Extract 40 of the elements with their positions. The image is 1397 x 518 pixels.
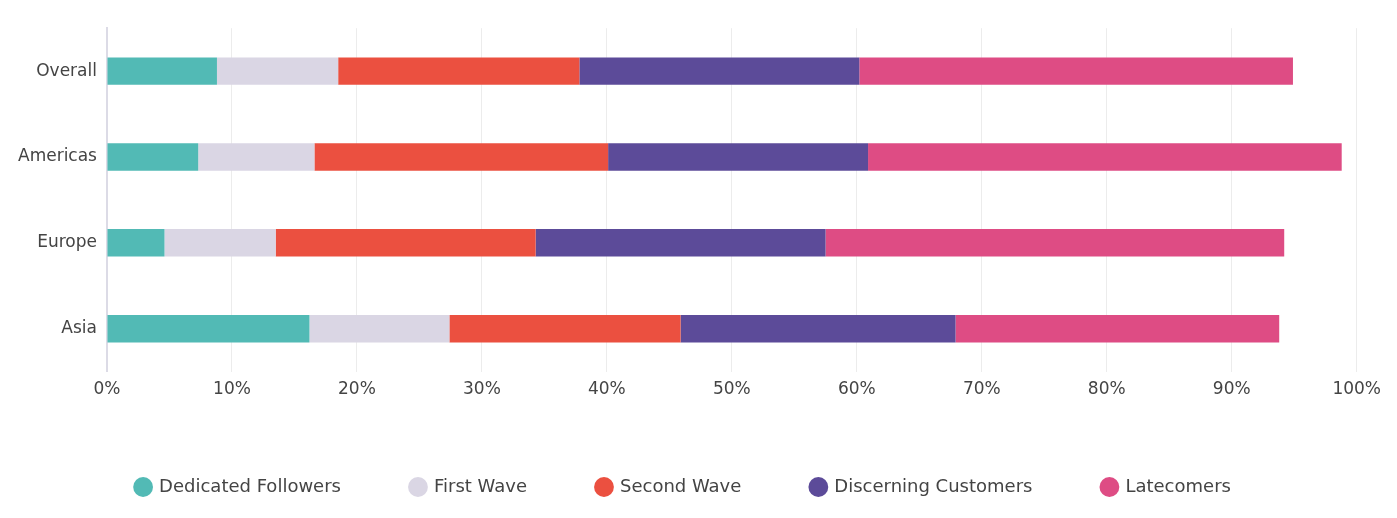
- bar: [338, 57, 580, 85]
- bar: [107, 314, 310, 343]
- x-tick-label: 30%: [463, 378, 501, 399]
- bar: [107, 57, 217, 85]
- bar: [275, 229, 536, 257]
- y-tick-label: Europe: [37, 231, 97, 252]
- x-tick-label: 10%: [213, 378, 251, 399]
- legend-label: Discerning Customers: [834, 474, 1033, 496]
- legend-label: Second Wave: [619, 474, 742, 496]
- y-tick-label: Overall: [36, 59, 97, 80]
- x-tick-label: 80%: [1087, 378, 1126, 399]
- x-tick-label: 20%: [338, 378, 376, 399]
- bar: [859, 57, 1293, 85]
- x-tick-label: 70%: [962, 378, 1001, 399]
- bar: [535, 229, 826, 257]
- x-tick-label: 60%: [837, 378, 876, 399]
- legend-label: Latecomers: [1125, 474, 1231, 496]
- x-tick-label: 100%: [1332, 378, 1381, 399]
- x-tick-label: 0%: [93, 378, 121, 399]
- y-tick-label: Americas: [18, 145, 98, 166]
- bar: [164, 229, 276, 257]
- bar: [107, 143, 199, 171]
- bar: [579, 57, 860, 85]
- bar: [449, 314, 681, 343]
- bar: [955, 314, 1280, 343]
- x-tick-label: 50%: [712, 378, 751, 399]
- bar: [309, 314, 450, 343]
- bar: [868, 143, 1342, 171]
- bar: [216, 57, 339, 85]
- bar: [107, 229, 165, 257]
- bar: [314, 143, 609, 171]
- y-tick-label: Asia: [61, 317, 97, 338]
- legend-label: First Wave: [433, 474, 527, 496]
- bar: [825, 229, 1285, 257]
- x-tick-label: 40%: [587, 378, 626, 399]
- x-tick-label: 90%: [1212, 378, 1251, 399]
- bar: [198, 143, 315, 171]
- bar: [680, 314, 956, 343]
- bar: [608, 143, 869, 171]
- legend-label: Dedicated Followers: [159, 474, 341, 496]
